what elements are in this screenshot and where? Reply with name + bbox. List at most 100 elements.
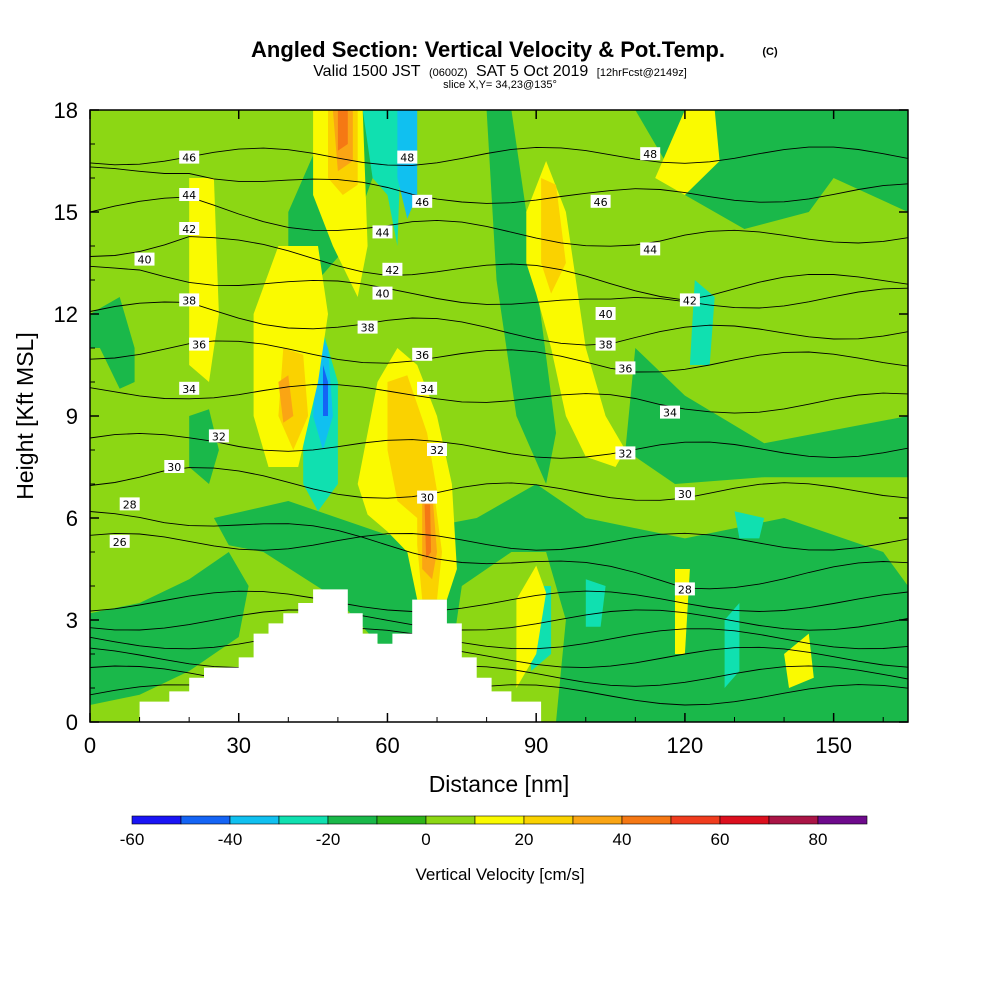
theta-contour-low-4	[90, 609, 908, 631]
contour-label-4: 38	[179, 293, 200, 307]
subtitle-valid: Valid 1500 JST	[313, 63, 421, 80]
colorbar-tick-label: -60	[120, 830, 145, 849]
contour-label-text: 34	[182, 383, 196, 396]
contour-label-text: 40	[599, 308, 613, 321]
contour-label-7: 32	[208, 429, 229, 443]
contour-label-13: 44	[372, 225, 393, 239]
contour-label-21: 48	[640, 147, 661, 161]
contour-label-5: 36	[189, 337, 210, 352]
contour-label-text: 46	[594, 196, 608, 209]
x-axis-label: Distance [nm]	[429, 771, 570, 797]
contour-label-text: 30	[678, 488, 692, 501]
theta-contour-34	[90, 384, 908, 414]
contour-label-22: 46	[590, 194, 611, 209]
contour-label-text: 40	[376, 288, 390, 301]
colorbar-swatch	[523, 815, 574, 825]
theta-contour-40	[90, 265, 908, 309]
contour-label-layer: 46 44 42 40 38 36 34 32 30 28 26 48 46 44 42 40 38 36 34 32…	[109, 147, 700, 596]
contour-label-17: 36	[412, 347, 433, 362]
velocity-region-17	[323, 365, 328, 416]
contour-label-23: 44	[640, 242, 661, 256]
colorbar-swatch	[180, 815, 231, 825]
y-tick-label: 0	[66, 710, 78, 735]
contour-label-text: 36	[415, 349, 429, 362]
contour-label-text: 46	[182, 152, 196, 165]
x-tick-label: 150	[815, 733, 852, 758]
contour-label-text: 42	[683, 294, 697, 307]
colorbar-swatch	[719, 815, 770, 825]
contour-label-15: 40	[372, 286, 393, 301]
velocity-region-1	[90, 297, 135, 389]
velocity-region-6	[486, 110, 556, 484]
contour-label-9: 28	[119, 497, 140, 511]
colorbar-label: Vertical Velocity [cm/s]	[415, 865, 584, 884]
colorbar-tick-label: -20	[316, 830, 341, 849]
velocity-region-0	[90, 552, 249, 705]
contour-label-text: 30	[167, 461, 181, 474]
contour-label-8: 30	[164, 460, 185, 474]
contour-label-18: 34	[417, 381, 438, 396]
velocity-region-36	[424, 504, 432, 559]
chart-slice-info: slice X,Y= 34,23@135°	[443, 79, 557, 91]
y-axis-label: Height [Kft MSL]	[12, 332, 38, 499]
contour-label-12: 46	[412, 194, 433, 209]
y-tick-label: 9	[66, 404, 78, 429]
contour-label-text: 44	[376, 226, 390, 239]
contour-label-text: 38	[361, 322, 375, 335]
contour-label-text: 36	[618, 362, 632, 375]
y-tick-label: 6	[66, 506, 78, 531]
contour-label-text: 46	[415, 196, 429, 209]
subtitle-date: SAT 5 Oct 2019	[476, 63, 588, 80]
colorbar-swatch	[376, 815, 427, 825]
colorbar-swatch	[817, 815, 868, 825]
theta-contour-30	[90, 467, 908, 501]
colorbar: -60 -40 -20 0 20 40 60 80	[120, 815, 868, 849]
colorbar-swatch	[621, 815, 672, 825]
contour-label-19: 32	[427, 443, 447, 457]
contour-label-text: 42	[182, 223, 196, 236]
velocity-fill-layer	[90, 110, 908, 722]
colorbar-tick-label: 80	[809, 830, 828, 849]
velocity-region-13	[734, 511, 765, 539]
colorbar-swatch	[768, 815, 819, 825]
contour-label-text: 44	[643, 243, 657, 256]
theta-contour-low-5	[90, 590, 908, 612]
theta-contour-46	[90, 166, 908, 204]
theta-contour-36	[90, 340, 908, 373]
contour-label-text: 44	[182, 189, 196, 202]
theta-contour-32	[90, 432, 908, 459]
colorbar-swatch	[327, 815, 378, 825]
contour-label-3: 40	[134, 252, 155, 267]
contour-label-10: 26	[109, 534, 130, 549]
contour-label-text: 38	[182, 294, 196, 307]
colorbar-swatch	[425, 815, 476, 825]
colorbar-tick-label: -40	[218, 830, 243, 849]
velocity-region-23	[655, 110, 720, 195]
contour-label-text: 34	[663, 407, 677, 420]
theta-contour-48	[90, 146, 908, 166]
contour-label-26: 38	[595, 337, 616, 352]
contour-label-27: 36	[615, 361, 636, 375]
contour-label-2: 42	[179, 222, 200, 236]
velocity-region-31	[541, 178, 566, 294]
subtitle-forecast: [12hrFcst@2149z]	[597, 67, 687, 79]
x-tick-label: 0	[84, 733, 96, 758]
contour-label-14: 42	[382, 262, 403, 277]
velocity-region-25	[784, 633, 814, 688]
velocity-region-27	[278, 348, 309, 450]
velocity-region-9	[362, 110, 403, 246]
velocity-region-24	[516, 565, 547, 688]
colorbar-swatch	[278, 815, 329, 825]
theta-contour-26	[90, 532, 908, 551]
contour-label-text: 30	[420, 492, 434, 505]
x-tick-label: 120	[667, 733, 704, 758]
contour-label-11: 48	[397, 150, 418, 165]
terrain-mask	[139, 589, 542, 722]
colorbar-tick-label: 60	[711, 830, 730, 849]
contour-label-text: 32	[618, 447, 632, 460]
contour-label-text: 28	[123, 498, 137, 511]
theta-contour-44	[90, 196, 908, 247]
y-tick-label: 15	[54, 200, 78, 225]
